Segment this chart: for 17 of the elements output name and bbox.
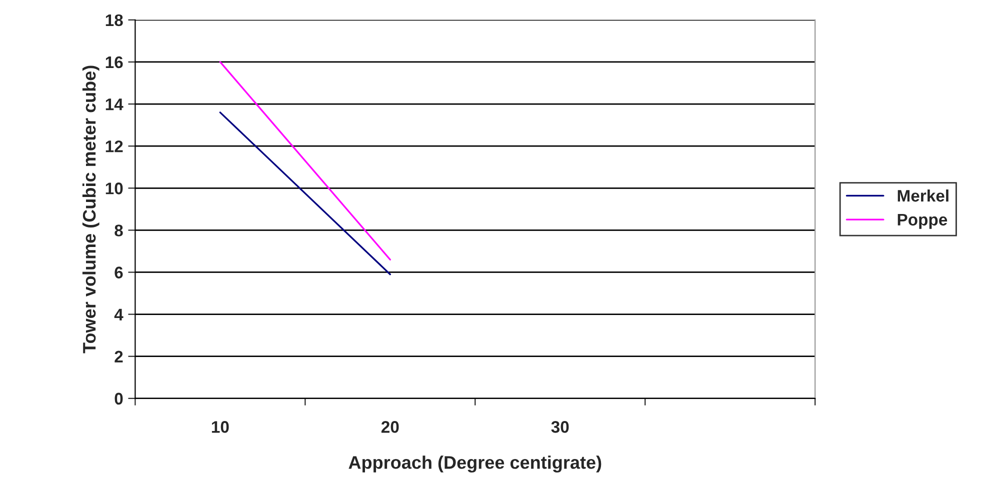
y-axis-title: Tower volume (Cubic meter cube) [82, 66, 100, 354]
x-tick-label: 20 [381, 421, 399, 433]
y-tick-label: 16 [106, 56, 123, 68]
legend-label: Merkel [898, 189, 948, 202]
x-tick-label: 30 [551, 421, 569, 433]
y-tick-label: 8 [114, 224, 123, 236]
y-tick-label: 10 [106, 182, 123, 194]
y-tick-label: 12 [106, 140, 123, 152]
legend-label: Poppe [898, 214, 948, 229]
y-tick-label: 0 [114, 392, 123, 405]
y-tick-label: 6 [114, 266, 123, 278]
y-tick-label: 14 [106, 98, 124, 110]
y-tick-label: 4 [114, 308, 124, 320]
x-tick-label: 10 [212, 421, 229, 433]
x-axis-title: Approach (Degree centigrate) [348, 456, 602, 473]
y-tick-label: 18 [106, 14, 123, 26]
y-tick-label: 2 [114, 350, 123, 362]
